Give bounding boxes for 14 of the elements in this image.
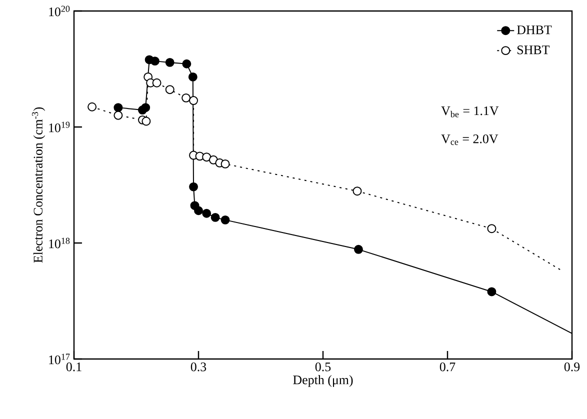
y-tick-label: 10$^{18}$: [49, 238, 70, 248]
x-tick-label: 0.1: [66, 362, 82, 372]
legend-label: DHBT: [517, 26, 552, 34]
legend-label: SHBT: [517, 46, 550, 54]
y-axis-title: Electron Concentration (cm$^{-3}$): [32, 107, 46, 263]
x-tick-label: 0.5: [315, 362, 331, 372]
y-tick-label: 10$^{19}$: [49, 122, 70, 132]
y-tick-label: 10$^{20}$: [49, 6, 70, 16]
annotation: V$_{be}$ = 1.1V: [441, 106, 499, 118]
x-axis-title: Depth (μm): [293, 375, 353, 387]
x-tick-label: 0.9: [564, 362, 580, 372]
x-tick-label: 0.7: [440, 362, 456, 372]
x-tick-label: 0.3: [190, 362, 206, 372]
annotation: V$_{ce}$ = 2.0V: [441, 134, 498, 145]
